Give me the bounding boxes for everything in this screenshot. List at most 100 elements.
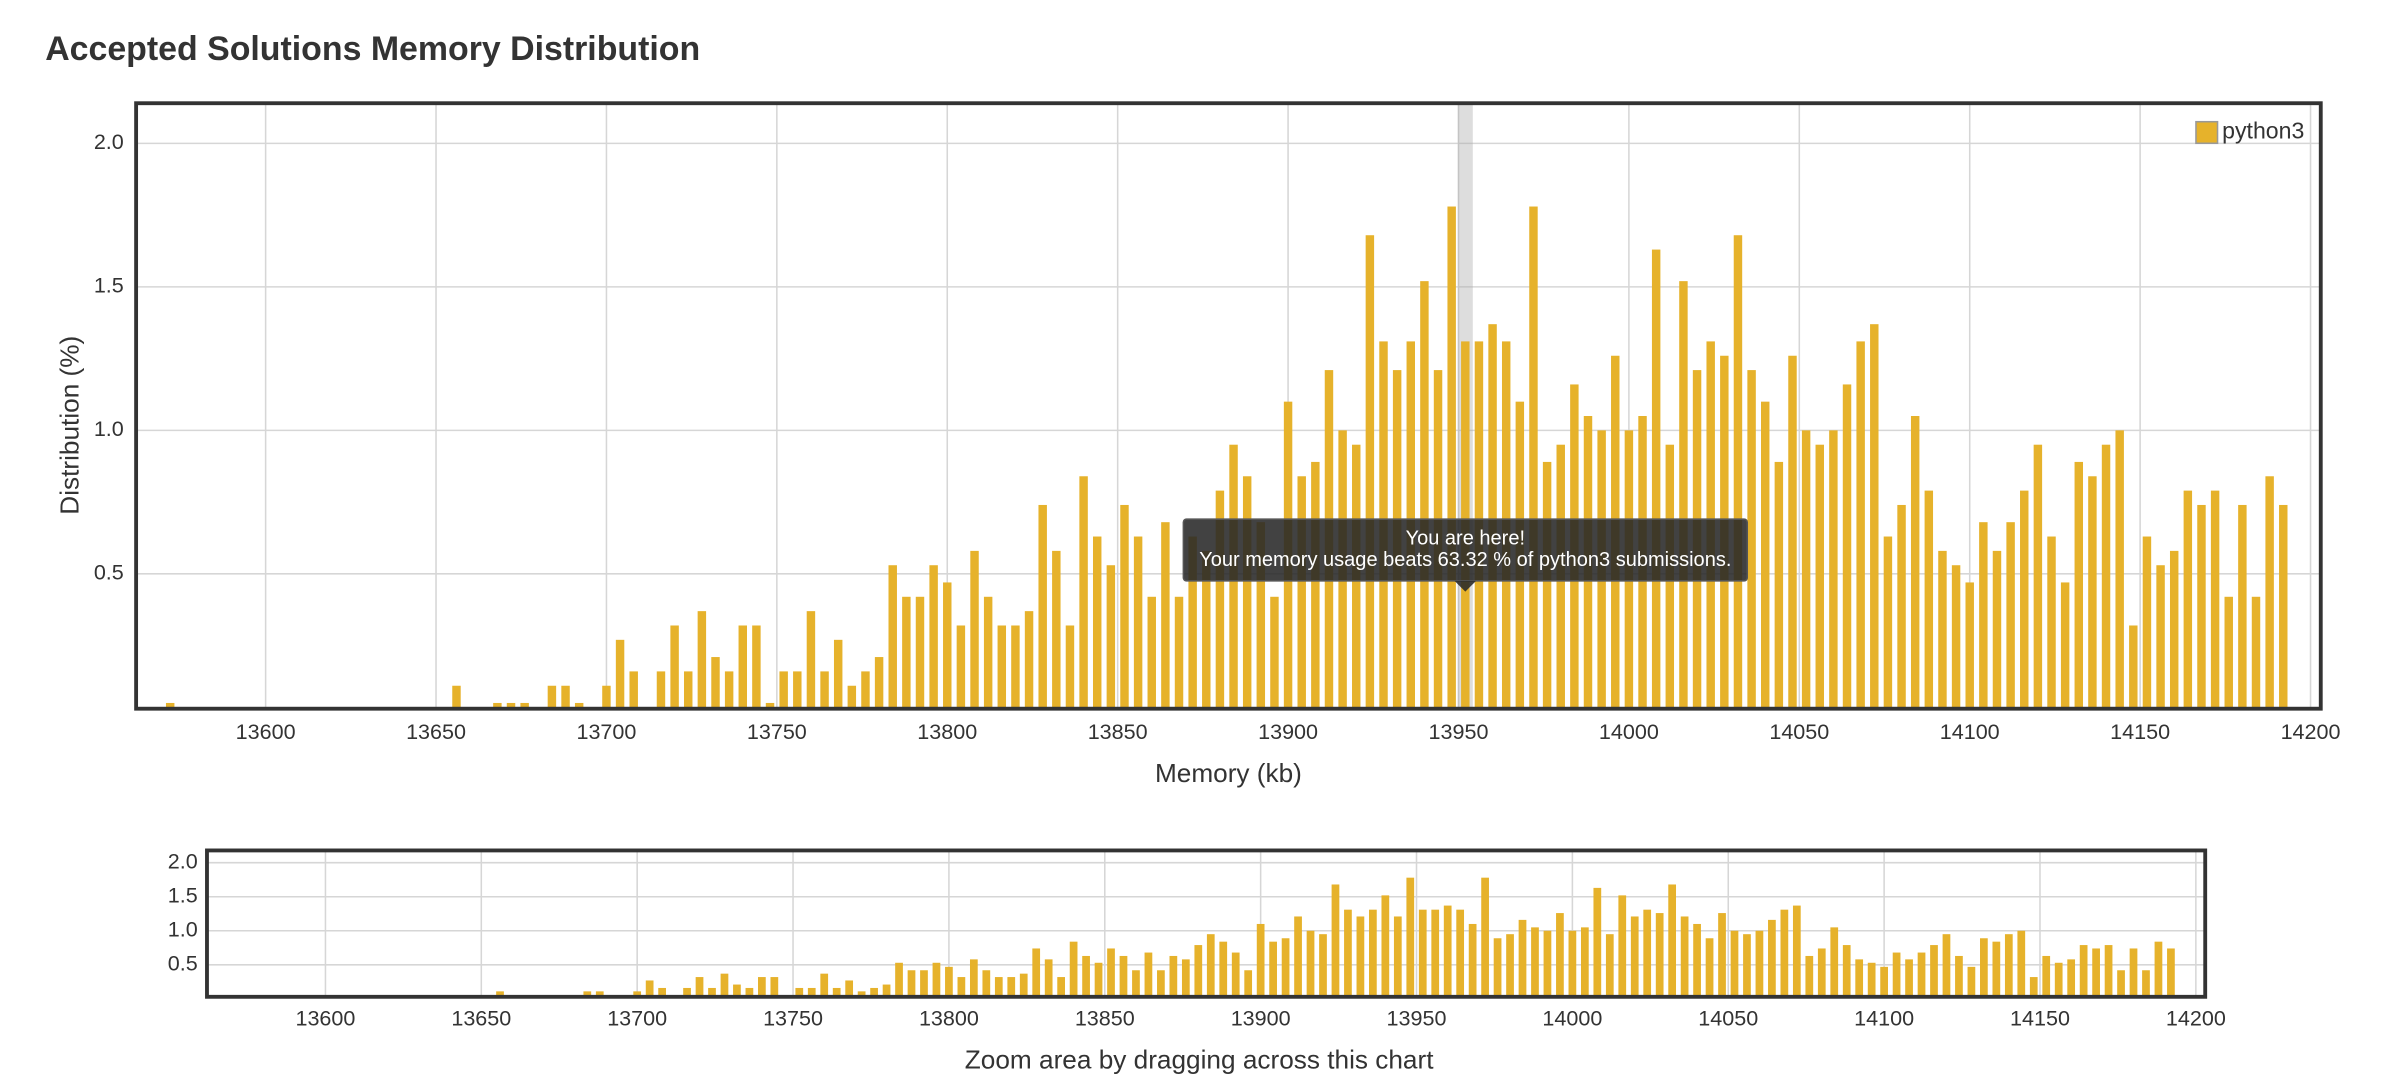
navigator-label: Zoom area by dragging across this chart <box>965 1044 1434 1074</box>
bar <box>1094 962 1103 997</box>
bar <box>1693 923 1701 997</box>
bar <box>1760 401 1770 709</box>
x-tick-label: 13650 <box>406 719 466 744</box>
bar <box>1065 625 1075 709</box>
bar <box>1924 490 1934 709</box>
bar <box>1493 938 1502 997</box>
bar <box>645 980 654 997</box>
bar <box>2060 582 2070 709</box>
bar <box>1930 945 1938 997</box>
bar <box>1733 235 1743 709</box>
tooltip-title: You are here! <box>1406 528 1525 550</box>
bar <box>2129 625 2138 709</box>
x-tick-label: 14150 <box>2010 1006 2070 1031</box>
bar <box>1024 611 1034 709</box>
x-tick-label: 13700 <box>576 719 636 744</box>
bar <box>1815 444 1824 709</box>
x-tick-label: 14200 <box>2166 1006 2226 1031</box>
bar <box>1256 522 1266 709</box>
bar <box>929 565 938 709</box>
bar <box>1306 930 1315 997</box>
bar <box>1556 913 1564 997</box>
bar <box>1107 948 1115 997</box>
x-tick-label: 13950 <box>1429 719 1489 744</box>
bar <box>902 596 911 709</box>
bar <box>2033 444 2043 709</box>
bar <box>1755 930 1764 997</box>
bar <box>994 977 1003 997</box>
x-axis-label: Memory (kb) <box>1155 758 1302 788</box>
bar <box>1231 952 1240 997</box>
bar <box>1979 522 1988 709</box>
x-tick-label: 13900 <box>1231 1006 1291 1031</box>
bar <box>870 987 878 997</box>
bar <box>1270 596 1279 709</box>
bar <box>779 671 788 709</box>
bar <box>1605 934 1614 997</box>
bar <box>1381 895 1390 997</box>
bar <box>752 625 761 709</box>
bar <box>895 962 903 997</box>
bar <box>695 977 704 997</box>
bar <box>1580 927 1589 997</box>
bar <box>1855 959 1864 997</box>
bar <box>493 702 502 709</box>
y-tick-label: 0.5 <box>94 560 124 585</box>
bar <box>2006 522 2015 709</box>
bar <box>1668 884 1677 997</box>
bar <box>1867 962 1876 997</box>
x-tick-label: 14100 <box>1940 719 2000 744</box>
bar <box>1456 909 1465 997</box>
bar <box>1651 249 1661 709</box>
bar <box>1019 973 1028 997</box>
bar <box>1120 504 1129 709</box>
bar <box>820 671 829 709</box>
bar <box>888 565 897 709</box>
bar <box>857 991 866 997</box>
bar <box>1817 948 1826 997</box>
x-tick-label: 13600 <box>295 1006 355 1031</box>
y-tick-label: 0.5 <box>168 950 198 975</box>
x-tick-label: 14200 <box>2281 719 2341 744</box>
x-tick-label: 13600 <box>236 719 296 744</box>
bar <box>765 702 775 709</box>
x-tick-label: 13800 <box>917 719 977 744</box>
bar <box>1431 909 1440 997</box>
bar <box>1420 281 1429 709</box>
bar <box>1297 476 1306 709</box>
bar <box>907 970 916 997</box>
bar <box>1281 938 1290 997</box>
bar <box>724 671 734 709</box>
bar <box>1147 596 1156 709</box>
bar <box>1174 596 1184 709</box>
bar <box>1705 938 1714 997</box>
x-tick-label: 14100 <box>1854 1006 1914 1031</box>
bar <box>2169 550 2179 709</box>
bar <box>1032 948 1041 997</box>
bar <box>1743 934 1751 997</box>
bar <box>1079 476 1088 709</box>
bar <box>932 962 941 997</box>
bar <box>943 582 952 709</box>
bar <box>2142 970 2150 997</box>
legend-label: python3 <box>2222 118 2304 144</box>
bar <box>2004 934 2013 997</box>
bar <box>1269 941 1277 997</box>
bar <box>1897 504 1906 709</box>
bar <box>1344 909 1352 997</box>
x-tick-label: 13800 <box>919 1006 979 1031</box>
y-tick-label: 1.0 <box>168 916 198 941</box>
bar <box>1181 959 1190 997</box>
bar <box>1883 536 1893 709</box>
bar <box>1618 895 1627 997</box>
bar <box>2101 444 2111 709</box>
bar <box>2092 948 2100 997</box>
bar <box>2251 596 2261 709</box>
bar <box>1829 430 1838 709</box>
bar <box>506 702 516 709</box>
bar <box>874 657 884 709</box>
bar <box>795 987 804 997</box>
bar <box>1133 536 1143 709</box>
bar <box>1856 341 1865 709</box>
